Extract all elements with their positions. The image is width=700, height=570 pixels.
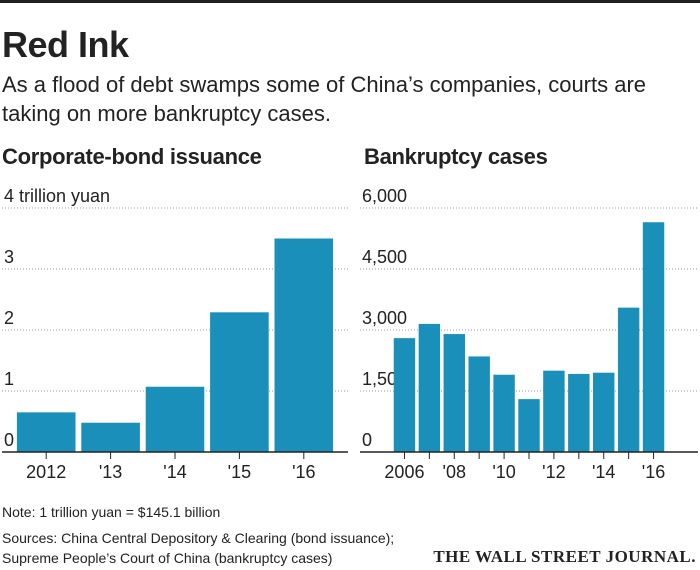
x-tick-label: 2006 [384,462,424,482]
footnote: Note: 1 trillion yuan = $145.1 billion [2,504,221,520]
x-tick-label: '12 [542,462,565,482]
bar [593,372,615,452]
bar [617,307,640,452]
bar [468,356,490,452]
x-tick-label: 2012 [26,462,66,482]
x-tick-label: '16 [642,462,665,482]
y-tick-label: 4 trillion yuan [4,186,110,206]
y-tick-label: 2 [4,308,14,328]
sources-line-2: Supreme People’s Court of China (bankrup… [2,550,333,566]
page-subtitle: As a flood of debt swamps some of China’… [2,72,647,126]
bar [274,238,334,452]
bar [16,412,76,452]
y-tick-label: 3,000 [362,308,407,328]
sources: Sources: China Central Depository & Clea… [2,528,394,568]
bar [145,386,205,452]
bar [393,338,416,452]
bar [642,222,665,452]
bond-chart-title: Corporate-bond issuance [2,144,262,169]
bond-issuance-chart: 0 1 2 3 4 trillion yuan 2012 '13 '14 '15 '16 [2,186,348,482]
y-tick-label: 4,500 [362,247,407,267]
bar [518,399,540,452]
sources-line-1: Sources: China Central Depository & Clea… [2,530,395,546]
x-tick-label: '14 [163,462,186,482]
bar [443,334,465,452]
bankruptcy-chart-title: Bankruptcy cases [364,144,548,169]
y-tick-label: 0 [362,430,372,450]
top-rule [0,0,700,3]
x-tick-label: '14 [592,462,615,482]
page-title: Red Ink [2,24,129,65]
bar [493,374,515,452]
y-tick-label: 3 [4,247,14,267]
x-tick-label: '08 [443,462,466,482]
bar [210,312,269,452]
y-tick-label: 1 [4,369,14,389]
wsj-logo: THE WALL STREET JOURNAL. [433,547,696,566]
bar [418,323,441,452]
x-tick-label: '10 [492,462,515,482]
bar [543,370,565,452]
y-tick-label: 0 [4,430,14,450]
bar [568,373,590,452]
x-tick-label: '16 [292,462,315,482]
x-tick-label: '15 [228,462,251,482]
bar [81,422,140,452]
x-tick-label: '13 [99,462,122,482]
y-tick-label: 6,000 [362,186,407,206]
